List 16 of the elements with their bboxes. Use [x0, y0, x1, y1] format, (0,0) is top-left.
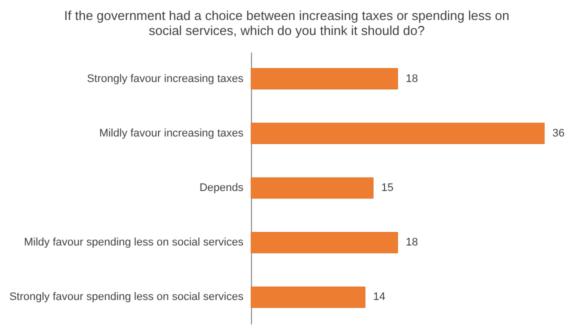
data-label: 15	[381, 182, 394, 194]
y-tick-label: Mildly favour increasing taxes	[99, 127, 244, 140]
data-label: 18	[406, 236, 418, 249]
data-label: 36	[552, 127, 565, 140]
y-tick-label: Depends	[199, 182, 244, 194]
y-tick-label: Strongly favour spending less on social services	[9, 291, 244, 304]
data-label: 14	[373, 291, 386, 304]
bar	[250, 122, 545, 144]
bar	[250, 286, 366, 308]
bar	[250, 232, 398, 254]
bar	[250, 68, 398, 90]
y-tick-label: Strongly favour increasing taxes	[86, 72, 244, 85]
y-tick-label: Mildy favour spending less on social services	[24, 236, 244, 249]
data-label: 18	[406, 72, 418, 85]
bar	[250, 177, 374, 199]
chart-title: If the government had a choice between increasing taxes or spending less on social services, which do you think it should do?	[64, 8, 510, 38]
